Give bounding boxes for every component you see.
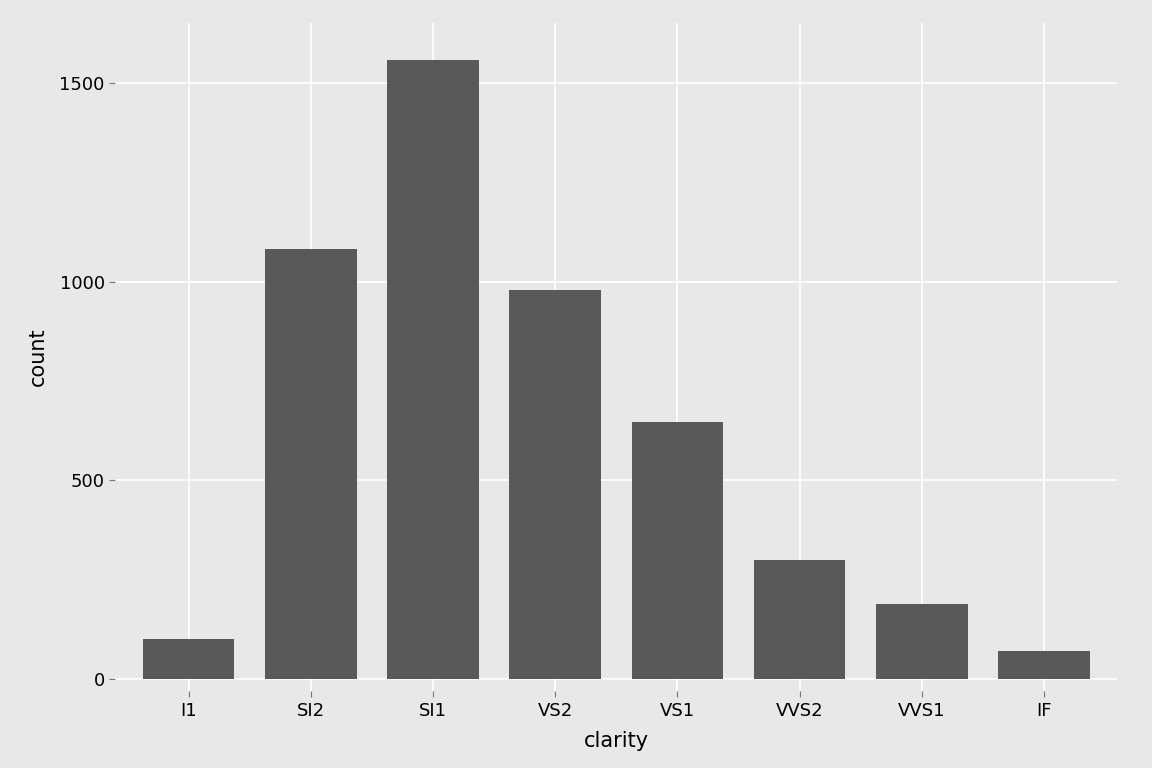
Bar: [876, 604, 968, 679]
Bar: [509, 290, 601, 679]
Bar: [143, 640, 234, 679]
Bar: [631, 422, 723, 679]
Bar: [999, 651, 1090, 679]
X-axis label: clarity: clarity: [584, 730, 649, 751]
Y-axis label: count: count: [29, 328, 48, 386]
Bar: [387, 60, 479, 679]
Bar: [265, 250, 357, 679]
Bar: [753, 560, 846, 679]
